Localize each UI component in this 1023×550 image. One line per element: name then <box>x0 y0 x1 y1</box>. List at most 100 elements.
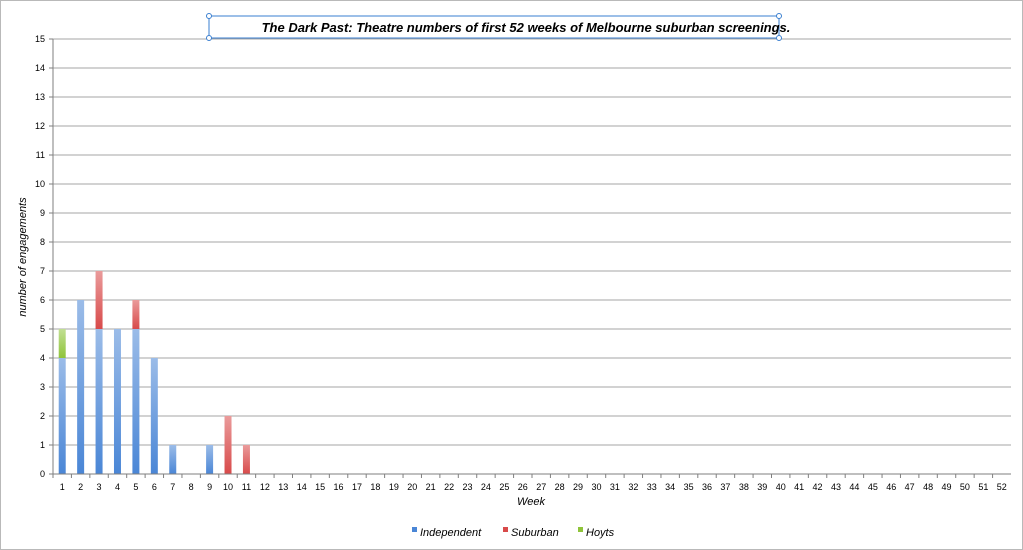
legend-swatch-suburban <box>503 527 508 532</box>
x-tick-label: 34 <box>665 482 675 492</box>
x-tick-label: 19 <box>389 482 399 492</box>
resize-handle[interactable] <box>777 14 782 19</box>
x-tick-label: 23 <box>463 482 473 492</box>
x-tick-label: 35 <box>684 482 694 492</box>
bar-independent-week-2 <box>77 300 84 474</box>
x-tick-label: 9 <box>207 482 212 492</box>
bar-independent-week-3 <box>96 329 103 474</box>
x-tick-label: 33 <box>647 482 657 492</box>
chart-title-box[interactable]: The Dark Past: Theatre numbers of first … <box>207 14 791 41</box>
x-tick-label: 47 <box>905 482 915 492</box>
x-tick-label: 30 <box>591 482 601 492</box>
x-tick-label: 8 <box>189 482 194 492</box>
bar-independent-week-5 <box>132 329 139 474</box>
x-tick-label: 25 <box>499 482 509 492</box>
x-tick-label: 7 <box>170 482 175 492</box>
y-axis-title: number of engagements <box>17 197 29 317</box>
bar-independent-week-7 <box>169 445 176 474</box>
y-tick-label: 11 <box>36 150 45 160</box>
x-tick-label: 38 <box>739 482 749 492</box>
x-tick-label: 20 <box>407 482 417 492</box>
y-tick-label: 1 <box>40 440 45 450</box>
x-tick-label: 28 <box>555 482 565 492</box>
resize-handle[interactable] <box>207 36 212 41</box>
x-tick-label: 11 <box>242 482 251 492</box>
y-tick-label: 2 <box>40 411 45 421</box>
legend-label-hoyts: Hoyts <box>586 527 615 539</box>
x-tick-label: 24 <box>481 482 491 492</box>
legend: Independent Suburban Hoyts <box>412 527 615 539</box>
y-tick-label: 0 <box>40 469 45 479</box>
x-tick-label: 21 <box>426 482 436 492</box>
y-tick-label: 9 <box>40 208 45 218</box>
bar-suburban-week-10 <box>225 416 232 474</box>
x-tick-label: 49 <box>942 482 952 492</box>
x-tick-label: 18 <box>370 482 380 492</box>
x-tick-label: 31 <box>610 482 620 492</box>
legend-swatch-independent <box>412 527 417 532</box>
x-tick-label: 3 <box>97 482 102 492</box>
bar-suburban-week-5 <box>132 300 139 329</box>
bar-independent-week-1 <box>59 358 66 474</box>
x-tick-label: 2 <box>78 482 83 492</box>
x-tick-label: 13 <box>278 482 288 492</box>
bar-independent-week-6 <box>151 358 158 474</box>
bars <box>59 271 250 474</box>
y-tick-label: 8 <box>40 237 45 247</box>
x-tick-label: 26 <box>518 482 528 492</box>
x-tick-label: 45 <box>868 482 878 492</box>
x-tick-label: 39 <box>757 482 767 492</box>
gridlines <box>53 39 1011 445</box>
x-tick-label: 27 <box>536 482 546 492</box>
x-tick-label: 10 <box>223 482 233 492</box>
y-tick-label: 3 <box>40 382 45 392</box>
resize-handle[interactable] <box>777 36 782 41</box>
x-tick-label: 36 <box>702 482 712 492</box>
x-tick-label: 17 <box>352 482 362 492</box>
x-tick-label: 48 <box>923 482 933 492</box>
bar-independent-week-4 <box>114 329 121 474</box>
y-tick-label: 10 <box>35 179 45 189</box>
x-tick-label: 32 <box>628 482 638 492</box>
x-tick-label: 43 <box>831 482 841 492</box>
x-tick-label: 5 <box>133 482 138 492</box>
y-tick-label: 15 <box>35 34 45 44</box>
legend-swatch-hoyts <box>578 527 583 532</box>
x-tick-label: 41 <box>794 482 804 492</box>
chart-title: The Dark Past: Theatre numbers of first … <box>262 20 791 35</box>
legend-label-suburban: Suburban <box>511 527 559 539</box>
bar-independent-week-9 <box>206 445 213 474</box>
y-tick-label: 12 <box>35 121 45 131</box>
y-tick-label: 7 <box>40 266 45 276</box>
x-tick-label: 37 <box>720 482 730 492</box>
x-tick-label: 6 <box>152 482 157 492</box>
bar-suburban-week-11 <box>243 445 250 474</box>
x-tick-label: 46 <box>886 482 896 492</box>
x-tick-label: 50 <box>960 482 970 492</box>
y-tick-label: 13 <box>35 92 45 102</box>
bar-hoyts-week-1 <box>59 329 66 358</box>
x-tick-label: 1 <box>60 482 65 492</box>
x-tick-label: 29 <box>573 482 583 492</box>
x-tick-label: 52 <box>997 482 1007 492</box>
x-tick-label: 22 <box>444 482 454 492</box>
x-tick-label: 40 <box>776 482 786 492</box>
y-tick-label: 6 <box>40 295 45 305</box>
x-tick-label: 15 <box>315 482 325 492</box>
y-tick-label: 5 <box>40 324 45 334</box>
x-tick-label: 44 <box>849 482 859 492</box>
y-tick-label: 4 <box>40 353 45 363</box>
resize-handle[interactable] <box>207 14 212 19</box>
x-tick-label: 16 <box>334 482 344 492</box>
x-tick-label: 14 <box>297 482 307 492</box>
x-axis-title: Week <box>517 496 545 508</box>
bar-suburban-week-3 <box>96 271 103 329</box>
legend-label-independent: Independent <box>420 527 482 539</box>
x-tick-label: 12 <box>260 482 270 492</box>
x-tick-label: 4 <box>115 482 120 492</box>
y-tick-label: 14 <box>35 63 45 73</box>
x-tick-label: 51 <box>978 482 988 492</box>
